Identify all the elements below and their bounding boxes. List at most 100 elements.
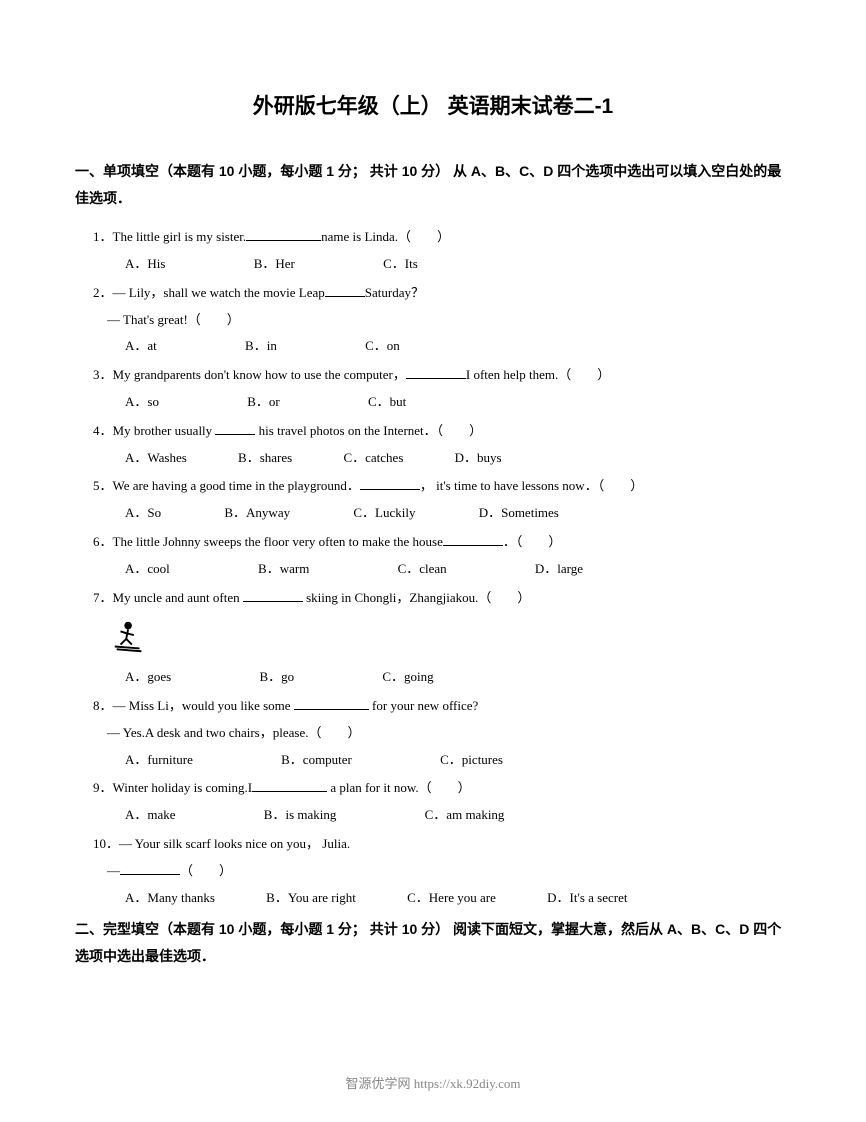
q5-options: A．So B．Anyway C．Luckily D．Sometimes bbox=[93, 503, 791, 524]
q2-optA: A．at bbox=[125, 336, 157, 357]
q7-after: skiing in Chongli，Zhangjiakou.（ ） bbox=[303, 590, 531, 605]
q5-text: 5．We are having a good time in the playg… bbox=[93, 476, 791, 497]
blank bbox=[294, 697, 369, 710]
question-8: 8．— Miss Li，would you like some for your… bbox=[75, 696, 791, 770]
q4-options: A．Washes B．shares C．catches D．buys bbox=[93, 448, 791, 469]
q4-num: 4． bbox=[93, 423, 113, 438]
q5-num: 5． bbox=[93, 478, 113, 493]
q5-optC: C．Luckily bbox=[353, 503, 415, 524]
q10-num: 10． bbox=[93, 836, 119, 851]
q10-optB: B．You are right bbox=[266, 888, 356, 909]
question-5: 5．We are having a good time in the playg… bbox=[75, 476, 791, 524]
q2-l1-after: Saturday？ bbox=[365, 285, 424, 300]
q6-after: ．（ ） bbox=[503, 534, 562, 549]
q4-optC: C．catches bbox=[343, 448, 403, 469]
q5-optA: A．So bbox=[125, 503, 161, 524]
document-title: 外研版七年级（上） 英语期末试卷二-1 bbox=[75, 90, 791, 120]
q1-before: The little girl is my sister. bbox=[113, 229, 247, 244]
question-3: 3．My grandparents don't know how to use … bbox=[75, 365, 791, 413]
q7-num: 7． bbox=[93, 590, 113, 605]
q3-text: 3．My grandparents don't know how to use … bbox=[93, 365, 791, 386]
q5-before: We are having a good time in the playgro… bbox=[113, 478, 360, 493]
q6-options: A．cool B．warm C．clean D．large bbox=[93, 559, 791, 580]
q9-num: 9． bbox=[93, 780, 113, 795]
q8-l1-before: — Miss Li，would you like some bbox=[113, 698, 294, 713]
q3-options: A．so B．or C．but bbox=[93, 392, 791, 413]
q1-after: name is Linda.（ ） bbox=[321, 229, 450, 244]
q10-line1: 10．— Your silk scarf looks nice on you， … bbox=[93, 834, 791, 855]
section-2-header: 二、完型填空（本题有 10 小题，每小题 1 分； 共计 10 分） 阅读下面短… bbox=[75, 916, 791, 969]
skier-icon bbox=[111, 618, 149, 656]
q6-text: 6．The little Johnny sweeps the floor ver… bbox=[93, 532, 791, 553]
q2-l1-before: — Lily，shall we watch the movie Leap bbox=[113, 285, 325, 300]
q10-l2-before: — bbox=[107, 863, 120, 878]
q2-optB: B．in bbox=[245, 336, 277, 357]
question-6: 6．The little Johnny sweeps the floor ver… bbox=[75, 532, 791, 580]
q1-optC: C．Its bbox=[383, 254, 418, 275]
q10-line2: — （ ） bbox=[93, 861, 791, 882]
q4-after: his travel photos on the Internet．（ ） bbox=[255, 423, 482, 438]
q8-line1: 8．— Miss Li，would you like some for your… bbox=[93, 696, 791, 717]
blank bbox=[243, 589, 303, 602]
blank bbox=[215, 422, 255, 435]
q7-before: My uncle and aunt often bbox=[113, 590, 243, 605]
q2-line1: 2．— Lily，shall we watch the movie LeapSa… bbox=[93, 283, 791, 304]
q9-after: a plan for it now.（ ） bbox=[327, 780, 471, 795]
q5-optB: B．Anyway bbox=[224, 503, 290, 524]
q10-optC: C．Here you are bbox=[407, 888, 496, 909]
q1-optA: A．His bbox=[125, 254, 165, 275]
question-1: 1．The little girl is my sister. name is L… bbox=[75, 227, 791, 275]
q7-optC: C．going bbox=[382, 667, 433, 688]
q10-l2-after: （ ） bbox=[180, 863, 232, 878]
q3-num: 3． bbox=[93, 367, 113, 382]
q9-options: A．make B．is making C．am making bbox=[93, 805, 791, 826]
q5-after: ， it's time to have lessons now．（ ） bbox=[420, 478, 643, 493]
q2-options: A．at B．in C．on bbox=[93, 336, 791, 357]
q2-line2: — That's great!（ ） bbox=[93, 310, 791, 331]
blank bbox=[406, 366, 466, 379]
q3-optA: A．so bbox=[125, 392, 159, 413]
blank bbox=[325, 284, 365, 297]
question-10: 10．— Your silk scarf looks nice on you， … bbox=[75, 834, 791, 908]
q10-l1: — Your silk scarf looks nice on you， Jul… bbox=[119, 836, 350, 851]
blank bbox=[252, 779, 327, 792]
question-2: 2．— Lily，shall we watch the movie LeapSa… bbox=[75, 283, 791, 357]
q3-after: I often help them.（ ） bbox=[466, 367, 610, 382]
q9-optC: C．am making bbox=[425, 805, 505, 826]
q6-optC: C．clean bbox=[398, 559, 447, 580]
blank bbox=[120, 862, 180, 875]
section-1-header: 一、单项填空（本题有 10 小题，每小题 1 分； 共计 10 分） 从 A、B… bbox=[75, 158, 791, 211]
question-4: 4．My brother usually his travel photos o… bbox=[75, 421, 791, 469]
q8-optA: A．furniture bbox=[125, 750, 193, 771]
q5-optD: D．Sometimes bbox=[479, 503, 559, 524]
q7-optB: B．go bbox=[259, 667, 294, 688]
blank bbox=[246, 228, 321, 241]
q8-optB: B．computer bbox=[281, 750, 352, 771]
q10-optA: A．Many thanks bbox=[125, 888, 215, 909]
q7-options: A．goes B．go C．going bbox=[93, 667, 791, 688]
q3-before: My grandparents don't know how to use th… bbox=[113, 367, 406, 382]
q8-num: 8． bbox=[93, 698, 113, 713]
q7-text: 7．My uncle and aunt often skiing in Chon… bbox=[93, 588, 791, 609]
q4-optA: A．Washes bbox=[125, 448, 187, 469]
q9-before: Winter holiday is coming.I bbox=[113, 780, 253, 795]
q9-optA: A．make bbox=[125, 805, 176, 826]
q6-before: The little Johnny sweeps the floor very … bbox=[113, 534, 443, 549]
q10-optD: D．It's a secret bbox=[547, 888, 627, 909]
q3-optB: B．or bbox=[247, 392, 280, 413]
blank bbox=[443, 533, 503, 546]
q3-optC: C．but bbox=[368, 392, 406, 413]
q4-before: My brother usually bbox=[113, 423, 216, 438]
question-9: 9．Winter holiday is coming.I a plan for … bbox=[75, 778, 791, 826]
q2-optC: C．on bbox=[365, 336, 400, 357]
q8-l1-after: for your new office? bbox=[369, 698, 479, 713]
q1-num: 1． bbox=[93, 229, 113, 244]
question-1-text: 1．The little girl is my sister. name is L… bbox=[93, 227, 791, 248]
blank bbox=[360, 477, 420, 490]
q4-optB: B．shares bbox=[238, 448, 292, 469]
q6-optD: D．large bbox=[535, 559, 583, 580]
q6-optA: A．cool bbox=[125, 559, 170, 580]
question-7: 7．My uncle and aunt often skiing in Chon… bbox=[75, 588, 791, 688]
q8-options: A．furniture B．computer C．pictures bbox=[93, 750, 791, 771]
q6-optB: B．warm bbox=[258, 559, 309, 580]
